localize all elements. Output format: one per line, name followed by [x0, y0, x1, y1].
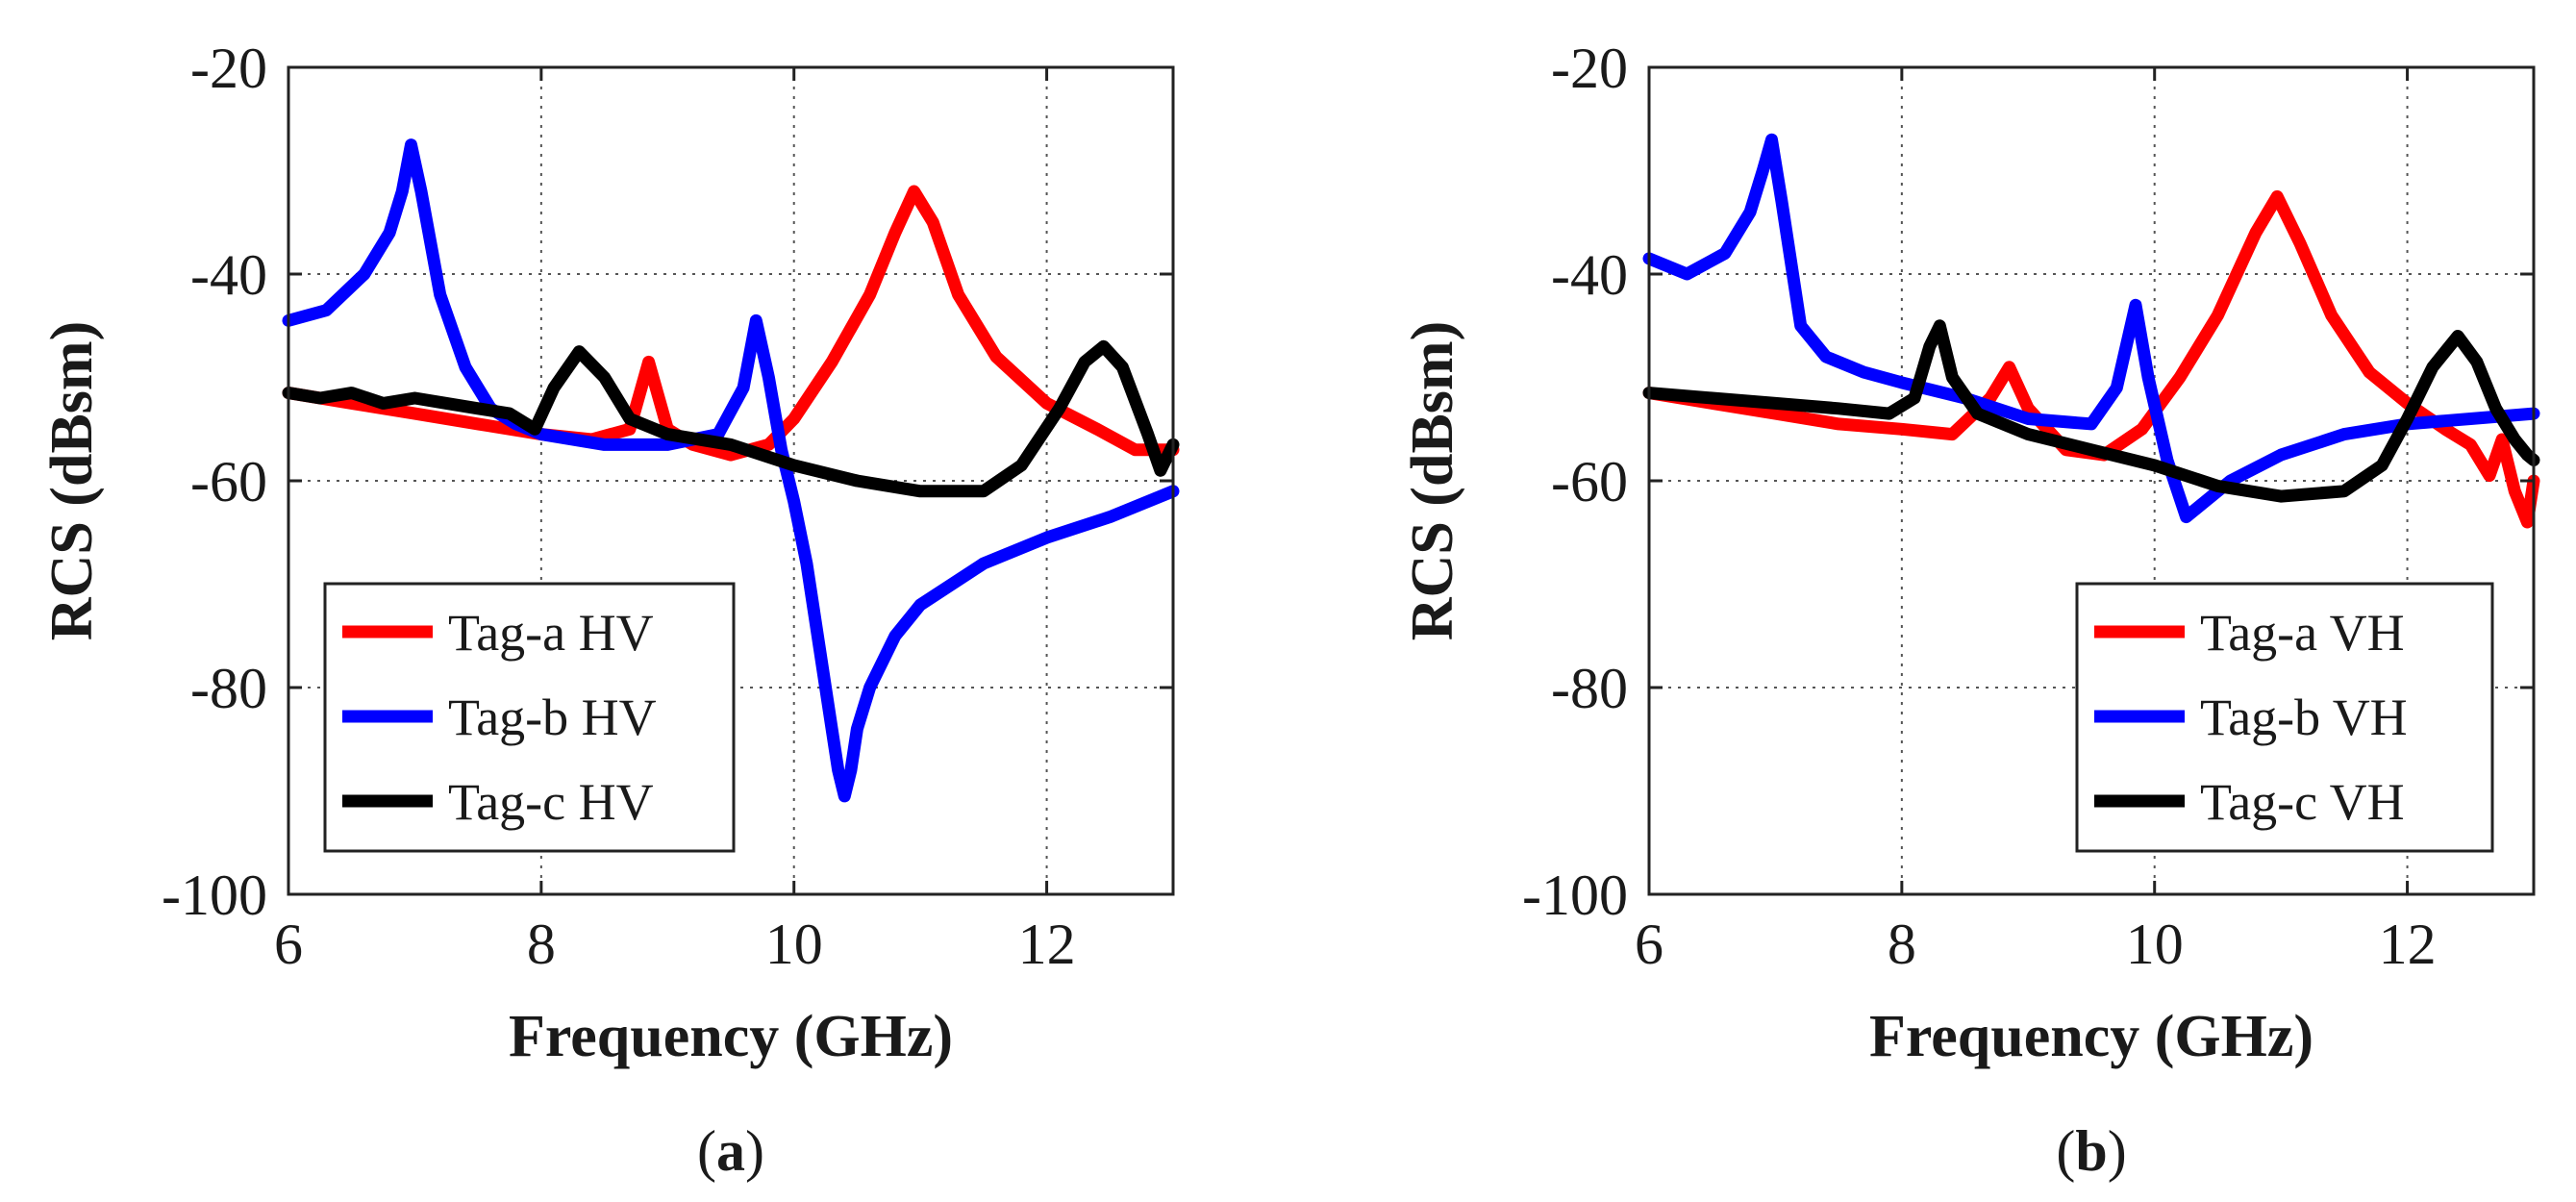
chart-b-xtick-label-1: 8: [1888, 913, 1916, 976]
chart-a-ytick-label-3: -80: [190, 657, 267, 720]
chart-b-caption-letter: b: [2075, 1119, 2107, 1183]
chart-b-ytick-label-2: -60: [1551, 450, 1628, 513]
chart-b-caption-close: ): [2108, 1119, 2127, 1183]
chart-b-legend-label-0: Tag-a VH: [2200, 604, 2405, 662]
chart-a-ylabel: RCS (dBsm): [39, 321, 105, 640]
chart-panel-b: 6 8 10 12 -20 -40 -60 -80 -100 Frequency (GHz) RCS…: [1400, 37, 2540, 1183]
chart-b-legend-label-2: Tag-c VH: [2200, 773, 2405, 831]
chart-b-ytick-label-4: -100: [1522, 864, 1628, 927]
chart-a-caption-open: (: [697, 1119, 716, 1183]
chart-b-ytick-label-1: -40: [1551, 243, 1628, 307]
chart-a-ytick-label-1: -40: [190, 243, 267, 307]
chart-b-caption-open: (: [2056, 1119, 2075, 1183]
chart-a-caption-letter: a: [716, 1119, 745, 1183]
chart-panel-a: 6 8 10 12 -20 -40 -60 -80 -100 Frequency (GHz) RCS…: [39, 37, 1180, 1183]
chart-a-caption-close: ): [745, 1119, 764, 1183]
chart-a-legend-label-0: Tag-a HV: [448, 604, 654, 662]
chart-b-ylabel: RCS (dBsm): [1400, 321, 1465, 640]
chart-a-series-line-2: [282, 339, 1180, 498]
chart-b-series-line-0: [1642, 189, 2540, 529]
chart-a-series-line-1: [282, 138, 1180, 803]
chart-a-caption: (a): [697, 1119, 764, 1183]
chart-a-legend-label-2: Tag-c HV: [448, 773, 654, 831]
chart-b-xtick-label-2: 10: [2126, 913, 2184, 976]
chart-a-ytick-label-4: -100: [162, 864, 267, 927]
chart-b-xtick-label-3: 12: [2379, 913, 2437, 976]
chart-b-series-line-2: [1642, 319, 2540, 503]
chart-a-xtick-label-3: 12: [1018, 913, 1076, 976]
chart-a-ytick-label-2: -60: [190, 450, 267, 513]
chart-b-legend-label-1: Tag-b VH: [2200, 689, 2408, 746]
chart-a-xlabel: Frequency (GHz): [509, 1004, 953, 1069]
chart-a-xtick-label-0: 6: [274, 913, 303, 976]
chart-b-series-line-1: [1642, 133, 2540, 524]
chart-b-xtick-label-0: 6: [1635, 913, 1663, 976]
chart-b-xlabel: Frequency (GHz): [1869, 1004, 2313, 1069]
chart-a-xtick-label-1: 8: [527, 913, 556, 976]
chart-a-xtick-label-2: 10: [765, 913, 823, 976]
chart-a-ytick-label-0: -20: [190, 37, 267, 100]
chart-a-legend-label-1: Tag-b HV: [448, 689, 657, 746]
chart-b-ytick-label-0: -20: [1551, 37, 1628, 100]
chart-b-caption: (b): [2056, 1119, 2126, 1183]
chart-b-ytick-label-3: -80: [1551, 657, 1628, 720]
